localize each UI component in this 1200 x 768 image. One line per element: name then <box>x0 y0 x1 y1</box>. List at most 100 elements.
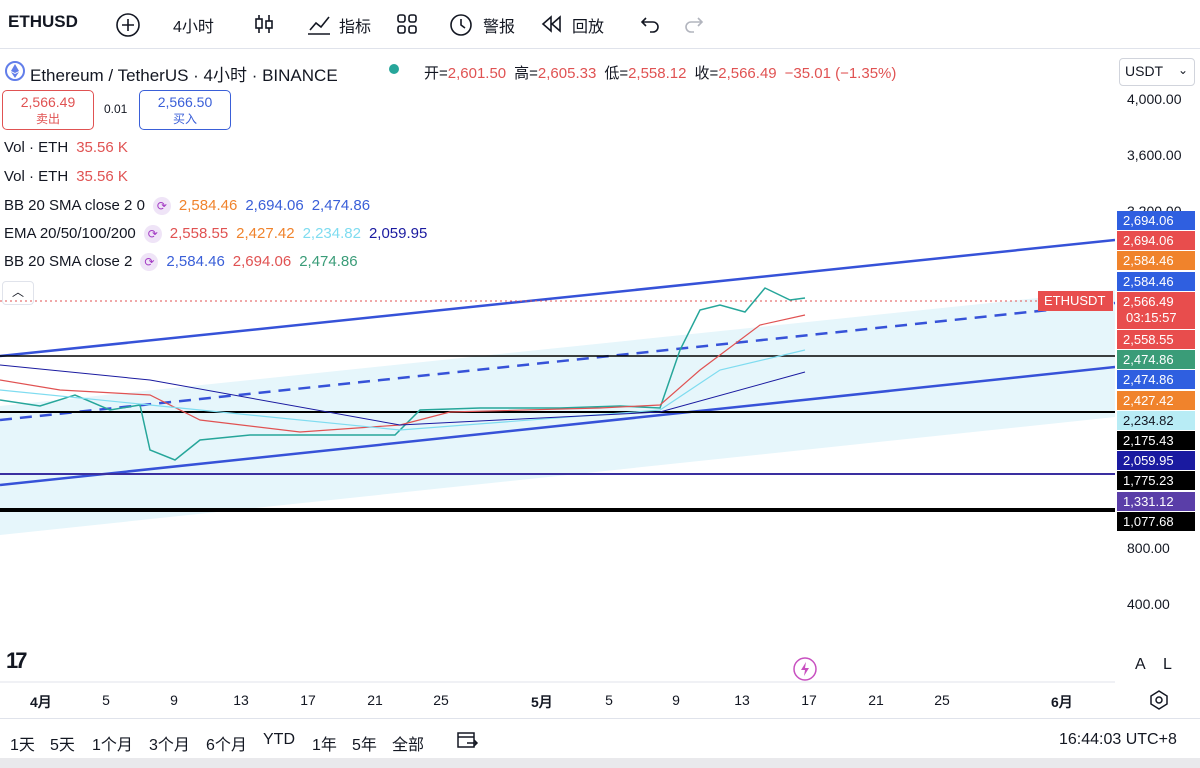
range-button[interactable]: 5天 <box>50 737 75 754</box>
time-label: 4月 <box>30 694 52 710</box>
range-button[interactable]: 3个月 <box>149 737 190 754</box>
indicator: BB 20 SMA close 2 0 ⟳ 2,584.46 2,694.06 2,47… <box>4 196 370 216</box>
currency: USDT <box>1125 63 1164 79</box>
indicator-name: BB 20 SMA close 2 0 <box>4 197 145 214</box>
time-label: 25 <box>433 692 449 708</box>
time-label: 25 <box>934 692 950 708</box>
range-button[interactable]: 6个月 <box>206 737 247 754</box>
time-label: 17 <box>300 692 316 708</box>
price-badge: 2,474.86 <box>1117 370 1195 390</box>
sell-label: 卖出 <box>35 112 60 126</box>
sell-price: 2,566.49 <box>20 94 76 110</box>
chart-area <box>0 238 1115 683</box>
price-label: 4,000.00 <box>1127 91 1182 107</box>
logo: 17 <box>6 648 28 673</box>
settings-icon[interactable] <box>1148 689 1170 711</box>
indicator: Vol · ETH 35.56 K <box>4 167 128 187</box>
time-label: 17 <box>801 692 817 708</box>
range-button[interactable]: 全部 <box>392 737 425 754</box>
price-badge: 2,175.43 <box>1117 431 1195 450</box>
toolbar <box>0 0 1200 49</box>
indicator-value: 2,474.86 <box>299 253 358 270</box>
range-button[interactable]: 1天 <box>10 737 35 754</box>
footer-strip <box>0 758 1200 768</box>
chevron: ⌄ <box>1178 63 1189 77</box>
buy-label: 买入 <box>172 112 197 126</box>
indicator-value: 2,584.46 <box>178 197 238 214</box>
indicator-value: 2,694.06 <box>232 253 292 270</box>
replay-icon[interactable] <box>540 13 564 35</box>
time-label: 6月 <box>1051 694 1073 710</box>
indicator-value: 2,584.46 <box>166 253 225 270</box>
ohlc-value: 2,566.49 <box>718 65 777 82</box>
indicator: Vol · ETH 35.56 K <box>4 138 128 158</box>
indicator-value: 2,427.42 <box>236 225 295 242</box>
time-label: 5 <box>102 692 110 708</box>
ohlc-label: 低= <box>604 65 629 82</box>
indicator-value: 35.56 K <box>76 139 128 156</box>
indicator-value: 35.56 K <box>76 168 128 185</box>
toolbar-item[interactable]: 指标 <box>339 19 372 36</box>
price-label: 400.00 <box>1127 596 1170 612</box>
price-badge: 2,474.86 <box>1117 350 1195 370</box>
range-button[interactable]: YTD <box>263 731 295 748</box>
indicator-icon[interactable] <box>306 12 332 36</box>
ohlc-label: 开= <box>424 65 448 82</box>
time-label: 5月 <box>531 694 553 710</box>
flash-icon[interactable] <box>792 656 818 682</box>
chart-title: Ethereum / TetherUS · 4小时 · BINANCE <box>30 66 338 85</box>
ohlc-label: 收= <box>694 65 719 82</box>
collapse-button[interactable]: ︿ <box>2 281 34 305</box>
toolbar-item[interactable]: 警报 <box>483 19 516 36</box>
indicator-value: 2,059.95 <box>368 225 428 242</box>
price-badge: 2,427.42 <box>1117 390 1195 410</box>
indicator-name: BB 20 SMA close 2 <box>4 253 133 270</box>
bottom-bar <box>0 718 1200 719</box>
log-scale[interactable]: L <box>1163 656 1172 673</box>
price-badge: 2,584.46 <box>1117 271 1195 291</box>
time-label: 21 <box>367 692 383 708</box>
price-badge: 2,234.82 <box>1117 410 1195 430</box>
price-badge: 1,775.23 <box>1117 471 1195 491</box>
symbol[interactable]: ETHUSD <box>8 12 78 31</box>
time-label: 13 <box>734 692 750 708</box>
alert-icon[interactable] <box>448 11 474 37</box>
undo-icon[interactable] <box>638 13 662 35</box>
eth-icon <box>5 61 25 81</box>
candle-icon[interactable] <box>252 12 276 36</box>
price-badge: 2,584.46 <box>1117 251 1195 271</box>
symbol-tag: ETHUSDT <box>1044 293 1106 308</box>
range-button[interactable]: 1个月 <box>92 737 133 754</box>
sell-button[interactable]: 2,566.49 卖出 <box>2 90 94 130</box>
redo-icon[interactable] <box>682 13 706 35</box>
date-range-icon[interactable] <box>455 728 479 752</box>
indicator-value: 2,474.86 <box>311 197 371 214</box>
interval[interactable]: 4小时 <box>173 19 214 36</box>
currency-select[interactable] <box>1119 58 1195 86</box>
price-badge: 2,694.06 <box>1117 211 1195 230</box>
price-badge: 2,059.95 <box>1117 451 1195 471</box>
indicator-value: 2,558.55 <box>169 225 229 242</box>
ohlc-value: 2,601.50 <box>447 65 507 82</box>
ohlc-value: 2,558.12 <box>628 65 687 82</box>
indicator-name: EMA 20/50/100/200 <box>4 225 136 242</box>
buy-price: 2,566.50 <box>157 94 213 110</box>
time-label: 9 <box>672 692 680 708</box>
indicator: BB 20 SMA close 2 ⟳ 2,584.46 2,694.06 2,474.… <box>4 252 358 272</box>
auto-scale[interactable]: A <box>1135 656 1146 673</box>
indicator-name: Vol · ETH <box>4 168 69 185</box>
price-badge: 2,566.49 <box>1117 291 1195 329</box>
indicator-value: 2,234.82 <box>302 225 361 242</box>
countdown: 03:15:57 <box>1126 310 1177 325</box>
price-label: 3,600.00 <box>1127 147 1182 163</box>
range-button[interactable]: 1年 <box>312 737 337 754</box>
time-label: 5 <box>605 692 613 708</box>
range-button[interactable]: 5年 <box>352 737 377 754</box>
add-icon[interactable] <box>115 12 141 38</box>
ohlc-value: 2,605.33 <box>537 65 597 82</box>
price-badge: 2,694.06 <box>1117 231 1195 251</box>
toolbar-item[interactable]: 回放 <box>572 19 605 36</box>
indicator-icon: ⟳ <box>152 197 171 216</box>
layout-icon[interactable] <box>395 12 419 36</box>
buy-button[interactable]: 2,566.50 买入 <box>139 90 231 130</box>
